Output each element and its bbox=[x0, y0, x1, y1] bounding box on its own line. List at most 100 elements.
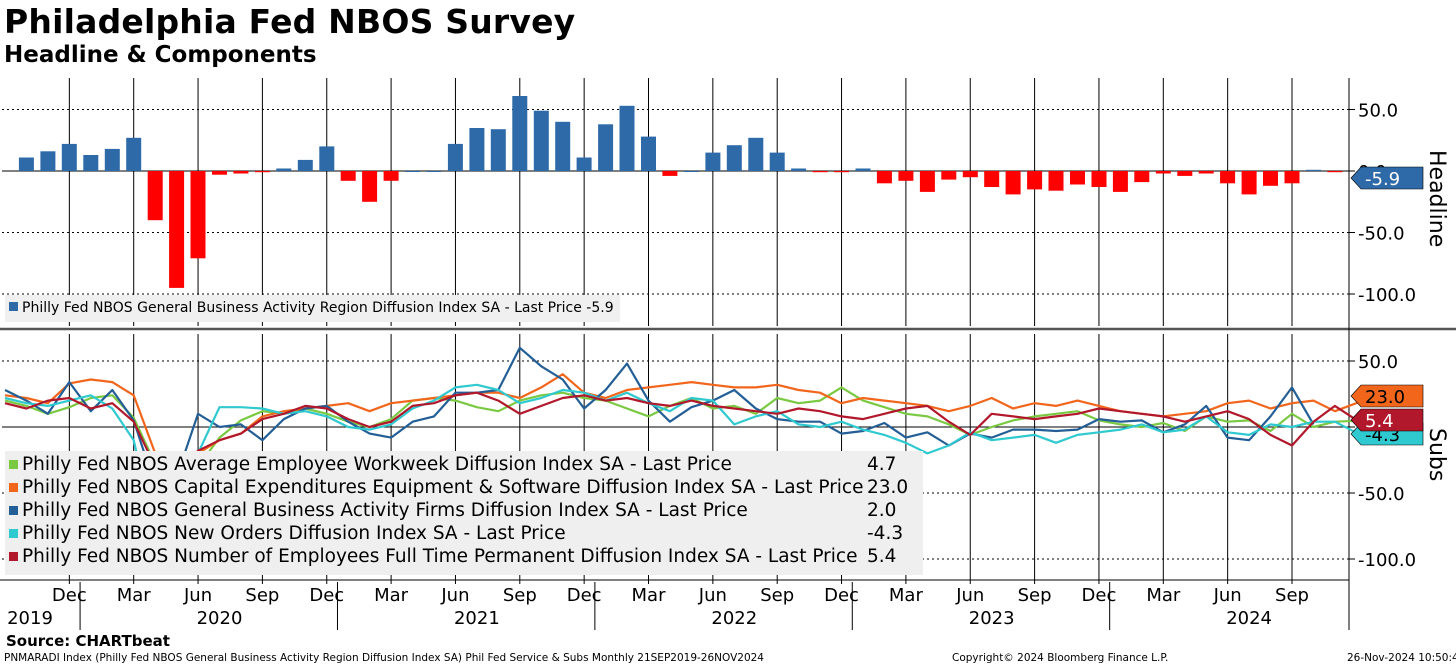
headline-bar bbox=[254, 171, 270, 173]
page-title: Philadelphia Fed NBOS Survey bbox=[4, 2, 576, 41]
legend-swatch-headline bbox=[9, 302, 18, 311]
headline-bar bbox=[705, 152, 721, 171]
y-tick-label: 50.0 bbox=[1358, 101, 1398, 122]
headline-bar bbox=[812, 171, 828, 173]
headline-bar bbox=[769, 152, 785, 171]
y-tick-label: -100.0 bbox=[1358, 550, 1416, 571]
capex-last-tag-text: 23.0 bbox=[1365, 387, 1405, 408]
legend-label-capex: Philly Fed NBOS Capital Expenditures Equ… bbox=[22, 477, 864, 498]
headline-last-tag-text: -5.9 bbox=[1365, 169, 1400, 190]
x-tick-label: Sep bbox=[245, 585, 279, 606]
year-label: 2020 bbox=[197, 608, 243, 629]
headline-bar bbox=[405, 171, 421, 172]
headline-last-tag: -5.9 bbox=[1350, 166, 1424, 190]
x-tick-label: Sep bbox=[503, 585, 537, 606]
headline-bar bbox=[297, 159, 313, 171]
legend-label-workweek: Philly Fed NBOS Average Employee Workwee… bbox=[22, 454, 732, 475]
headline-bar bbox=[1284, 171, 1300, 184]
year-label: 2024 bbox=[1226, 608, 1272, 629]
side-label-subs: Subs bbox=[1424, 428, 1449, 481]
legend-headline-label: Philly Fed NBOS General Business Activit… bbox=[22, 300, 614, 316]
headline-bar bbox=[834, 171, 849, 173]
footer-timestamp: 26-Nov-2024 10:50:48 bbox=[1347, 652, 1456, 664]
headline-bar bbox=[1306, 169, 1321, 171]
x-tick-label: Mar bbox=[889, 585, 924, 606]
legend-label-firms: Philly Fed NBOS General Business Activit… bbox=[22, 500, 748, 521]
headline-bar bbox=[1327, 171, 1343, 173]
legend-value-firms: 2.0 bbox=[867, 500, 897, 521]
headline-bar bbox=[984, 171, 1000, 187]
legend-item-workweek: Philly Fed NBOS Average Employee Workwee… bbox=[9, 453, 732, 476]
x-tick-label: Jun bbox=[1213, 585, 1242, 606]
y-tick-label: 50.0 bbox=[1358, 352, 1398, 373]
headline-bar bbox=[1070, 171, 1085, 185]
headline-bar bbox=[126, 137, 142, 171]
headline-bars bbox=[18, 96, 1343, 288]
headline-bar bbox=[469, 128, 485, 171]
headline-bar bbox=[447, 143, 463, 171]
headline-bar bbox=[619, 105, 635, 171]
headline-bar bbox=[876, 171, 892, 184]
series-line-workweek bbox=[4, 386, 1357, 488]
employees-last-tag-shape bbox=[1350, 408, 1424, 432]
series-line-firms bbox=[4, 346, 1315, 488]
legend-subs: Philly Fed NBOS Average Employee Workwee… bbox=[5, 451, 923, 575]
subs-lines bbox=[4, 346, 1379, 534]
headline-bar bbox=[641, 136, 656, 171]
headline-bar bbox=[555, 121, 571, 171]
x-tick-label: Sep bbox=[1275, 585, 1309, 606]
headline-bar bbox=[190, 171, 206, 259]
headline-bar bbox=[1027, 171, 1043, 190]
headline-bar bbox=[362, 171, 378, 202]
source-label: Source: CHARTbeat bbox=[6, 632, 170, 650]
legend-swatch-firms bbox=[9, 506, 18, 515]
headline-bar bbox=[1134, 171, 1150, 183]
headline-bar bbox=[276, 168, 292, 171]
year-label: 2019 bbox=[7, 608, 53, 629]
headline-bar bbox=[898, 171, 914, 181]
headline-bar bbox=[1198, 171, 1214, 174]
series-line-new_orders bbox=[4, 383, 1357, 534]
headline-bar bbox=[919, 171, 935, 192]
headline-bar bbox=[941, 171, 957, 180]
headline-bar bbox=[662, 171, 678, 176]
x-tick-label: Sep bbox=[760, 585, 794, 606]
series-line-employees bbox=[4, 391, 1357, 475]
x-tick-label: Mar bbox=[117, 585, 152, 606]
legend-value-employees: 5.4 bbox=[867, 546, 897, 567]
x-tick-label: Jun bbox=[955, 585, 984, 606]
year-label: 2021 bbox=[454, 608, 500, 629]
headline-bar bbox=[726, 145, 742, 171]
headline-bar bbox=[169, 171, 185, 288]
headline-bar bbox=[1091, 171, 1107, 187]
legend-label-employees: Philly Fed NBOS Number of Employees Full… bbox=[22, 546, 858, 567]
footer-description: PNMARADI Index (Philly Fed NBOS General … bbox=[4, 652, 764, 664]
headline-bar bbox=[1263, 171, 1278, 186]
y-tick-label: -50.0 bbox=[1358, 484, 1405, 505]
capex-last-tag-shape bbox=[1350, 384, 1424, 408]
legend-value-new-orders: -4.3 bbox=[867, 523, 904, 544]
year-label: 2023 bbox=[969, 608, 1015, 629]
headline-bar bbox=[1048, 171, 1064, 191]
legend-value-capex: 23.0 bbox=[867, 477, 909, 498]
capex-last-tag: 23.0 bbox=[1350, 384, 1424, 408]
headline-last-tag-shape bbox=[1350, 166, 1424, 190]
headline-bar bbox=[212, 171, 227, 175]
year-label: 2022 bbox=[711, 608, 757, 629]
headline-bar bbox=[1220, 171, 1236, 184]
headline-bar bbox=[1112, 171, 1128, 192]
y-tick-label: -100.0 bbox=[1358, 285, 1416, 306]
y-tick-label: -50.0 bbox=[1358, 224, 1405, 245]
x-tick-label: Mar bbox=[374, 585, 409, 606]
headline-bar bbox=[576, 157, 592, 171]
legend-item-new-orders: Philly Fed NBOS New Orders Diffusion Ind… bbox=[9, 522, 566, 545]
legend-swatch-capex bbox=[9, 483, 18, 492]
headline-bar bbox=[383, 171, 399, 181]
legend-item-employees: Philly Fed NBOS Number of Employees Full… bbox=[9, 545, 857, 568]
legend-label-new-orders: Philly Fed NBOS New Orders Diffusion Ind… bbox=[22, 523, 566, 544]
headline-bar bbox=[1005, 171, 1021, 195]
headline-bar bbox=[61, 143, 77, 171]
headline-bar bbox=[340, 171, 356, 181]
headline-bar bbox=[147, 171, 163, 221]
